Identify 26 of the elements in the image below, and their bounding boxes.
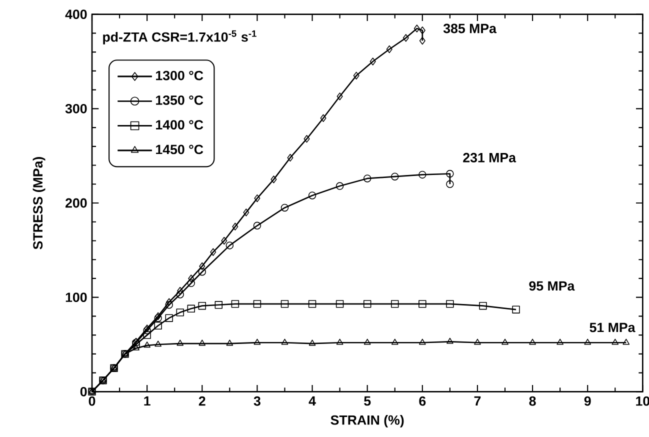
x-tick-label: 1 [144, 396, 150, 406]
y-tick-label: 300 [65, 104, 87, 114]
annotation: 95 MPa [529, 281, 575, 291]
y-axis-title: STRESS (MPa) [32, 157, 46, 250]
x-tick-label: 4 [308, 396, 316, 406]
x-tick-label: 3 [254, 396, 260, 406]
annotation: 385 MPa [443, 24, 497, 34]
x-tick-label: 0 [88, 396, 96, 406]
y-tick-label: 0 [80, 386, 87, 396]
y-tick-label: 200 [66, 198, 87, 208]
y-tick-label: 400 [65, 10, 87, 20]
x-tick-label: 6 [419, 396, 426, 406]
annotation: pd-ZTA CSR=1.7x10$^{-5}$ s$^{-1}$ [103, 30, 256, 44]
legend-label: 1400 °C [156, 120, 204, 130]
x-tick-label: 8 [529, 396, 536, 406]
x-tick-label: 2 [198, 396, 206, 406]
y-tick-label: 100 [66, 292, 87, 302]
legend-label: 1300 °C [156, 70, 204, 80]
legend-label: 1350 °C [156, 95, 204, 105]
x-tick-label: 5 [364, 396, 371, 406]
x-tick-label: 7 [474, 396, 481, 406]
legend-label: 1450 °C [156, 144, 204, 154]
annotation: 231 MPa [463, 152, 516, 162]
x-axis-title: STRAIN (%) [330, 414, 404, 428]
annotation: 51 MPa [590, 322, 636, 332]
x-tick-label: 9 [584, 396, 591, 406]
